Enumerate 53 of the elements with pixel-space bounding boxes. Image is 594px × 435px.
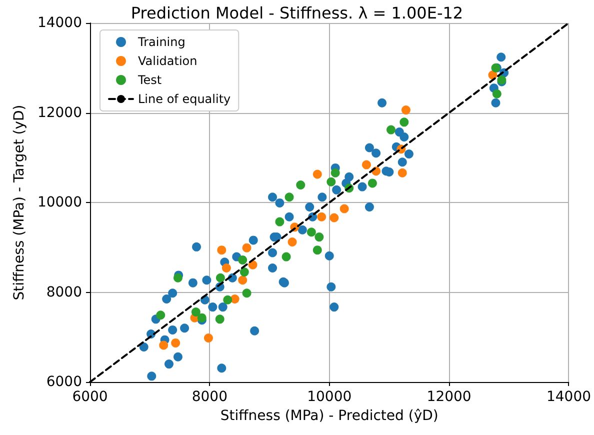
point — [492, 89, 502, 98]
point — [275, 217, 284, 226]
x-tick-label: 12000 — [426, 389, 472, 405]
point — [240, 268, 249, 277]
x-tick-label: 6000 — [72, 389, 108, 405]
point — [216, 273, 225, 282]
point — [191, 307, 200, 316]
point — [368, 178, 377, 188]
legend-label: Training — [137, 35, 186, 49]
point — [238, 255, 248, 264]
y-tick-label: 12000 — [37, 104, 82, 121]
point — [330, 213, 339, 222]
point — [314, 232, 324, 242]
point — [296, 180, 306, 190]
point — [171, 338, 180, 348]
point — [401, 106, 410, 115]
point — [340, 204, 349, 214]
point — [215, 314, 224, 324]
y-tick-label: 14000 — [37, 15, 82, 31]
point — [242, 243, 252, 252]
point — [217, 246, 226, 255]
point — [312, 246, 322, 255]
point — [398, 168, 407, 178]
point — [230, 294, 240, 304]
point — [386, 125, 396, 134]
point — [173, 273, 182, 282]
y-tick-label: 8000 — [46, 284, 82, 300]
y-tick-label: 10000 — [37, 194, 82, 210]
point — [156, 310, 166, 320]
x-axis-title: Stiffness (MPa) - Predicted (ŷD) — [220, 408, 438, 424]
point — [204, 334, 213, 343]
point — [223, 295, 232, 304]
x-tick-label: 10000 — [307, 389, 352, 405]
chart-title: Prediction Model - Stiffness. λ = 1.00E-12 — [130, 4, 464, 22]
point — [362, 160, 371, 170]
y-axis-title: Stiffness (MPa) - Target (yD) — [12, 104, 28, 300]
point — [306, 228, 316, 237]
point — [242, 288, 252, 298]
point — [317, 212, 326, 222]
x-tick-label: 14000 — [546, 389, 592, 405]
legend-label: Validation — [138, 54, 198, 68]
point — [288, 237, 297, 246]
legend-label: Test — [137, 73, 162, 87]
point — [197, 313, 206, 322]
point — [326, 177, 336, 186]
point — [400, 118, 409, 127]
point — [284, 192, 294, 202]
point — [238, 276, 248, 285]
point — [282, 252, 291, 262]
x-tick-label: 8000 — [192, 389, 228, 405]
y-tick-label: 6000 — [46, 374, 82, 390]
legend-label: Line of equality — [138, 92, 231, 106]
point — [312, 170, 322, 179]
